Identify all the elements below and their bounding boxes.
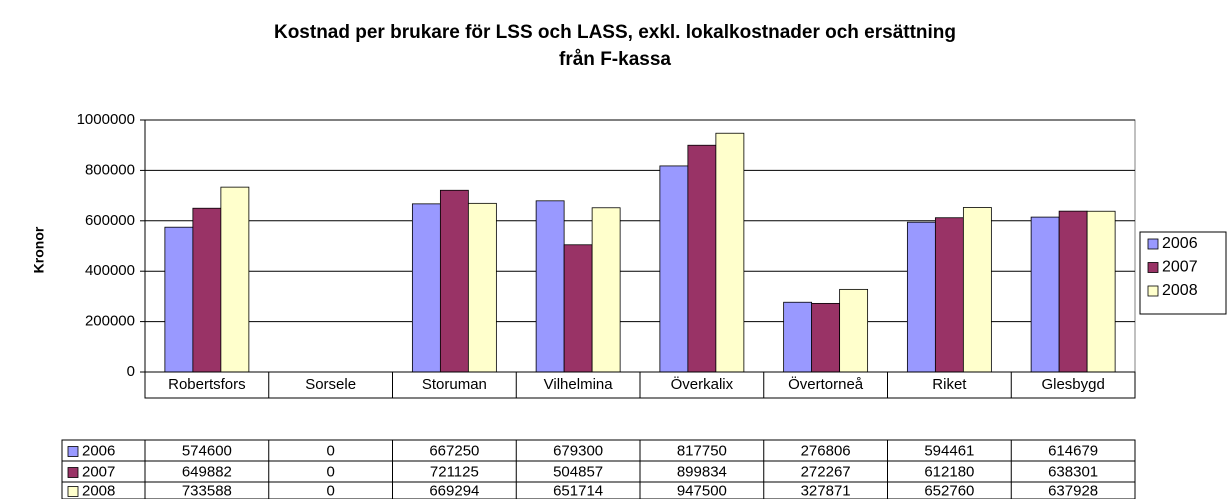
table-row: [61, 481, 1136, 499]
table-value: 637928: [1048, 482, 1098, 499]
legend-key: [67, 486, 79, 497]
table-value: 504857: [553, 463, 603, 480]
x-tick-label: Storuman: [422, 376, 487, 393]
y-tick-label: 600000: [85, 212, 135, 229]
table-value: 594461: [924, 442, 974, 459]
table-value: 574600: [182, 442, 232, 459]
table-value: 0: [326, 463, 334, 480]
table-value: 667250: [429, 442, 479, 459]
legend-key: [1147, 285, 1159, 297]
legend-label: 2006: [1162, 235, 1198, 252]
table-value: 649882: [182, 463, 232, 480]
bar: [962, 207, 992, 373]
table-value: 669294: [429, 482, 479, 499]
table-value: 272267: [801, 463, 851, 480]
table-value: 0: [326, 482, 334, 499]
table-value: 612180: [924, 463, 974, 480]
table-value: 276806: [801, 442, 851, 459]
legend-label: 2008: [1162, 282, 1198, 299]
bar: [164, 226, 194, 373]
table-value: 652760: [924, 482, 974, 499]
y-tick-label: 400000: [85, 262, 135, 279]
table-value: 638301: [1048, 463, 1098, 480]
x-tick-label: Riket: [932, 376, 967, 393]
bar: [192, 207, 222, 373]
x-tick-label: Robertsfors: [168, 376, 246, 393]
bar: [906, 221, 936, 373]
bar: [591, 207, 621, 373]
table-row-label: 2008: [82, 482, 115, 499]
chart-title: Kostnad per brukare för LSS och LASS, ex…: [274, 22, 956, 43]
bar: [439, 189, 469, 373]
bar: [467, 202, 497, 373]
y-tick-label: 800000: [85, 161, 135, 178]
table-value: 817750: [677, 442, 727, 459]
legend-key: [1147, 238, 1159, 250]
bar: [411, 203, 441, 373]
x-tick-label: Vilhelmina: [544, 376, 614, 393]
bar: [659, 165, 689, 373]
table-value: 614679: [1048, 442, 1098, 459]
x-tick-label: Övertorneå: [788, 375, 864, 393]
table-value: 327871: [801, 482, 851, 499]
legend-key: [67, 467, 79, 478]
legend-key: [1147, 262, 1159, 273]
table-value: 679300: [553, 442, 603, 459]
bar: [934, 217, 964, 373]
table-value: 733588: [182, 482, 232, 499]
x-tick-label: Sorsele: [305, 376, 356, 393]
table-value: 721125: [430, 463, 479, 480]
bar: [687, 144, 717, 373]
y-axis-label: Kronor: [31, 226, 47, 273]
chart-title: från F-kassa: [559, 49, 671, 70]
bar: [1086, 210, 1116, 373]
bar: [839, 288, 869, 373]
legend-label: 2007: [1162, 259, 1198, 276]
bar: [1030, 216, 1060, 373]
bar: [535, 200, 565, 373]
y-tick-label: 0: [127, 363, 135, 380]
y-tick-label: 1000000: [77, 111, 135, 128]
bar: [811, 302, 841, 373]
bar: [783, 301, 813, 373]
legend-key: [67, 446, 79, 457]
bar: [1058, 210, 1088, 373]
table-value: 899834: [677, 463, 727, 480]
table-value: 0: [326, 442, 334, 459]
bar: [220, 186, 250, 373]
bar: [563, 244, 593, 373]
y-tick-label: 200000: [85, 313, 135, 330]
x-tick-label: Överkalix: [671, 375, 734, 393]
table-row-label: 2007: [82, 463, 115, 480]
table-value: 947500: [677, 482, 727, 499]
x-tick-label: Glesbygd: [1041, 376, 1104, 393]
bar: [715, 132, 745, 373]
table-row-label: 2006: [82, 442, 115, 459]
table-value: 651714: [553, 482, 603, 499]
